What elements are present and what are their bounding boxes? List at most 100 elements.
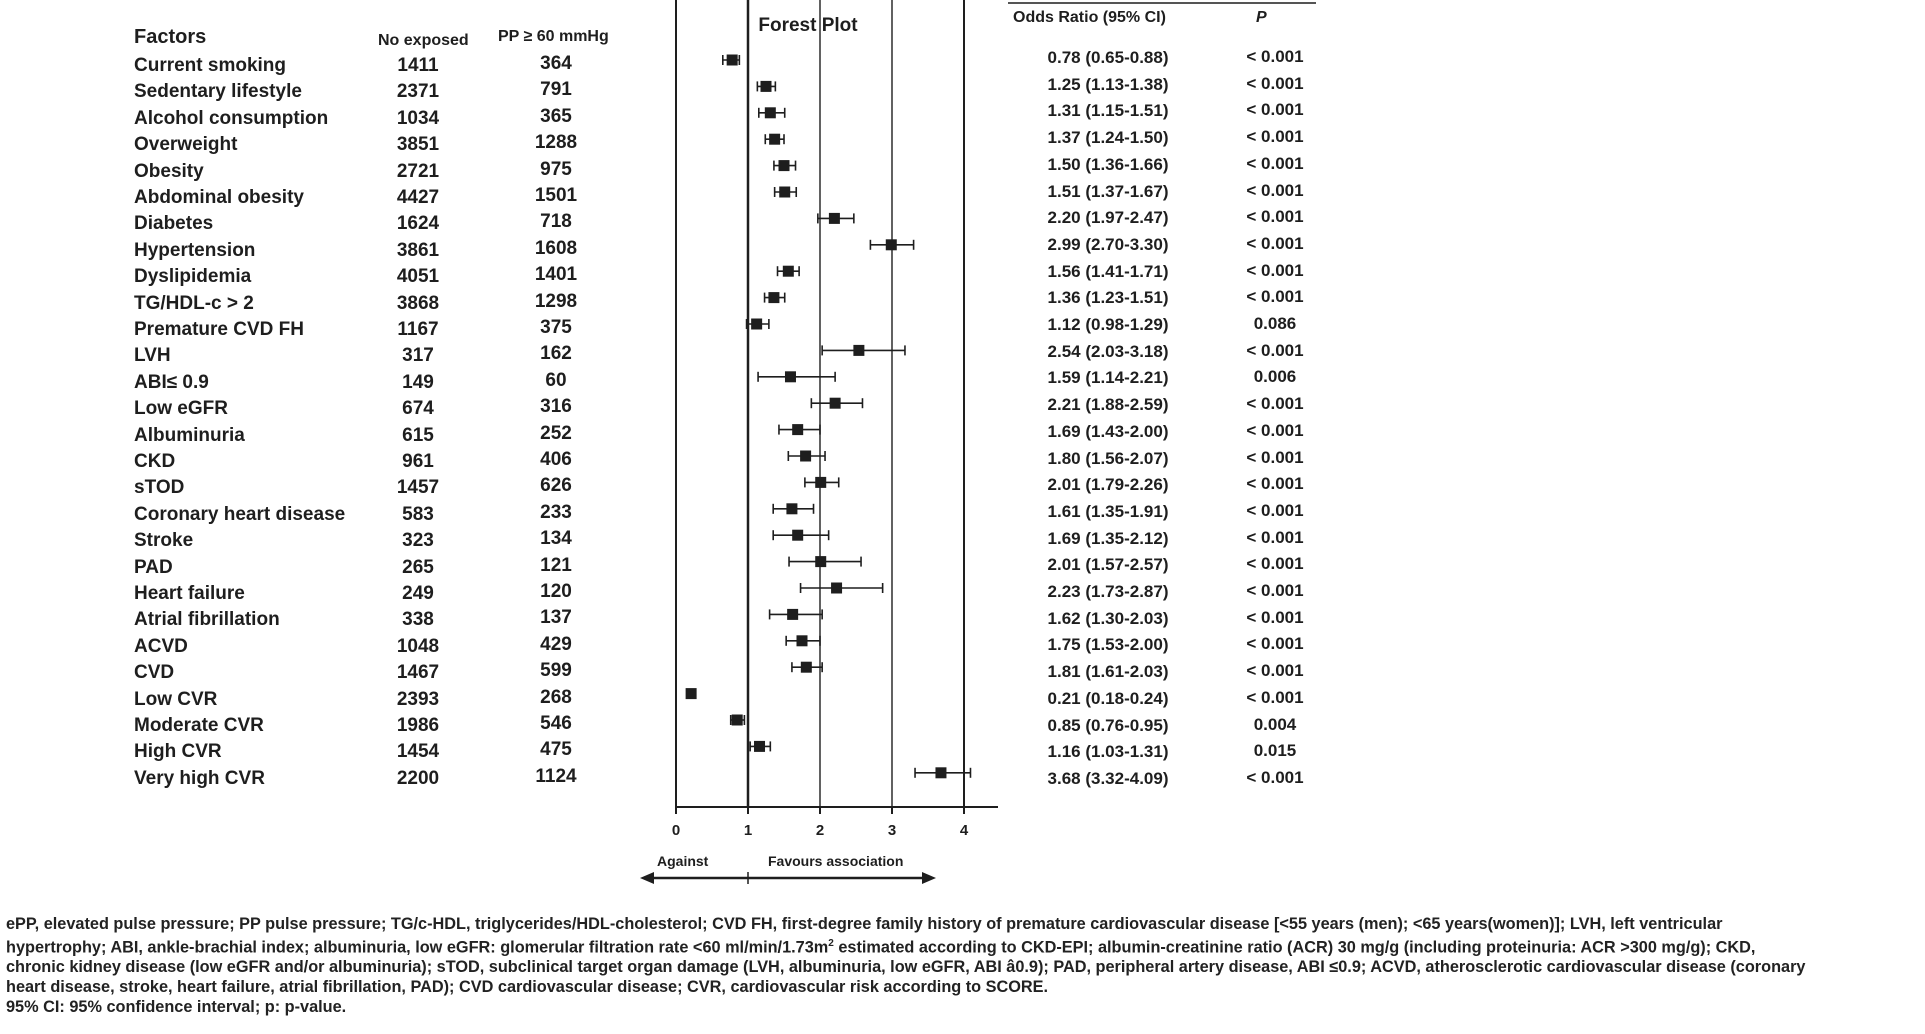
- factor-name: Moderate CVR: [134, 715, 264, 736]
- forest-plot: Forest Plot 0 1 2 3 4 Against Favours associati…: [640, 0, 998, 884]
- factor-name: Low CVR: [134, 688, 218, 710]
- factor-name: ACVD: [134, 635, 188, 657]
- x-tick-label: 0: [672, 822, 680, 839]
- pp-value: 268: [540, 686, 572, 708]
- pp-value: 1401: [534, 264, 578, 286]
- p-value: < 0.001: [1246, 581, 1304, 600]
- odds-ratio-marker: [685, 688, 697, 700]
- pp-value: 316: [540, 396, 572, 418]
- pp-value: 162: [540, 343, 572, 365]
- pp-value: 1501: [534, 185, 578, 206]
- no-exposed-value: 2721: [396, 160, 440, 182]
- p-value: < 0.001: [1246, 767, 1304, 787]
- odds-ratio-marker: [769, 133, 781, 145]
- odds-ratio-value: 1.59 (1.14-2.21): [1047, 368, 1169, 388]
- pp-value: 626: [540, 475, 572, 497]
- x-tick-label: 4: [960, 822, 969, 839]
- odds-ratio-value: 1.81 (1.61-2.03): [1047, 662, 1169, 682]
- no-exposed-value: 1467: [396, 662, 440, 684]
- header-factors: Factors: [134, 26, 207, 48]
- odds-ratio-marker: [935, 767, 947, 779]
- factor-name: Obesity: [134, 160, 204, 182]
- p-value: 0.086: [1253, 314, 1297, 333]
- pp-value: 429: [540, 633, 572, 655]
- no-exposed-value: 1048: [396, 635, 440, 657]
- odds-ratio-value: 1.69 (1.43-2.00): [1047, 421, 1169, 441]
- no-exposed-value: 1411: [397, 55, 439, 76]
- header-no-exposed: No exposed: [378, 32, 469, 49]
- x-tick-label: 3: [888, 822, 896, 839]
- pp-value: 121: [540, 554, 572, 576]
- odds-ratio-marker: [796, 635, 808, 647]
- footnote-line-4: heart disease, stroke, heart failure, at…: [6, 978, 1049, 997]
- pp-value: 364: [540, 53, 572, 74]
- odds-ratio-value: 2.21 (1.88-2.59): [1047, 395, 1169, 415]
- pp-value: 791: [540, 79, 572, 101]
- odds-ratio-value: 2.01 (1.57-2.57): [1047, 555, 1169, 575]
- pp-value: 365: [540, 105, 572, 127]
- odds-ratio-value: 1.50 (1.36-1.66): [1047, 154, 1169, 174]
- no-exposed-value: 961: [402, 451, 434, 472]
- factor-name: Premature CVD FH: [134, 319, 304, 340]
- factor-name: Abdominal obesity: [134, 187, 304, 208]
- pp-value: 60: [545, 369, 567, 391]
- p-value: < 0.001: [1246, 420, 1304, 440]
- factor-name: Dyslipidemia: [134, 266, 252, 288]
- odds-ratio-value: 1.25 (1.13-1.38): [1047, 74, 1169, 94]
- odds-ratio-marker: [754, 740, 766, 752]
- no-exposed-value: 249: [402, 583, 434, 604]
- odds-ratio-marker: [768, 292, 780, 304]
- factor-name: TG/HDL-c > 2: [134, 292, 254, 314]
- header-odds-ratio: Odds Ratio (95% CI): [1013, 9, 1166, 26]
- pp-value: 137: [540, 607, 572, 629]
- p-value: < 0.001: [1246, 180, 1304, 200]
- odds-ratio-value: 2.23 (1.73-2.87): [1047, 582, 1169, 601]
- pp-value: 120: [540, 581, 572, 602]
- odds-ratio-value: 0.78 (0.65-0.88): [1047, 48, 1169, 67]
- no-exposed-value: 265: [402, 556, 434, 578]
- no-exposed-value: 3868: [396, 292, 440, 314]
- no-exposed-value: 3851: [396, 134, 440, 156]
- p-value: < 0.001: [1246, 554, 1304, 574]
- no-exposed-value: 323: [402, 530, 434, 552]
- p-value: < 0.001: [1246, 100, 1304, 120]
- arrow-left-head: [640, 872, 654, 884]
- p-value: < 0.001: [1246, 394, 1304, 414]
- p-value: < 0.001: [1246, 207, 1304, 227]
- factor-name: Stroke: [134, 530, 194, 552]
- factor-name: CVD: [134, 662, 175, 684]
- against-label: Against: [657, 853, 709, 869]
- odds-ratio-marker: [751, 318, 763, 330]
- factor-name: Albuminuria: [134, 424, 245, 446]
- pp-value: 406: [540, 449, 572, 470]
- p-value: < 0.001: [1246, 153, 1304, 173]
- footnote-line-5: 95% CI: 95% confidence interval; p: p-va…: [6, 998, 347, 1017]
- footnote-line-2b: estimated according to CKD-EPI; albumin-…: [833, 938, 1756, 957]
- odds-ratio-value: 1.51 (1.37-1.67): [1047, 181, 1169, 201]
- p-value: < 0.001: [1246, 447, 1304, 467]
- pp-value: 375: [540, 317, 572, 338]
- p-value: < 0.001: [1246, 47, 1304, 66]
- factor-name: Alcohol consumption: [134, 107, 329, 129]
- p-value: < 0.001: [1246, 634, 1304, 654]
- p-value: 0.004: [1253, 714, 1297, 734]
- odds-ratio-marker: [829, 397, 841, 409]
- footnote-line-3: chronic kidney disease (low eGFR and/or …: [6, 958, 1806, 977]
- no-exposed-value: 674: [402, 398, 434, 420]
- odds-ratio-marker: [778, 160, 790, 172]
- header-p: P: [1256, 9, 1267, 26]
- arrow-right-head: [922, 872, 936, 884]
- footnote: ePP, elevated pulse pressure; PP pulse p…: [6, 914, 1921, 1017]
- odds-ratio-value: 1.62 (1.30-2.03): [1047, 608, 1169, 628]
- pp-value: 1608: [534, 237, 578, 259]
- p-value: < 0.001: [1246, 500, 1304, 520]
- no-exposed-value: 1624: [396, 213, 440, 235]
- p-value: < 0.001: [1246, 73, 1304, 93]
- factor-name: Atrial fibrillation: [134, 609, 280, 631]
- no-exposed-value: 4051: [396, 266, 440, 288]
- factor-name: Coronary heart disease: [134, 503, 346, 525]
- p-value: < 0.001: [1246, 260, 1304, 280]
- odds-ratio-value: 1.56 (1.41-1.71): [1047, 261, 1169, 281]
- factor-name: Low eGFR: [134, 398, 228, 420]
- odds-ratio-marker: [885, 239, 897, 251]
